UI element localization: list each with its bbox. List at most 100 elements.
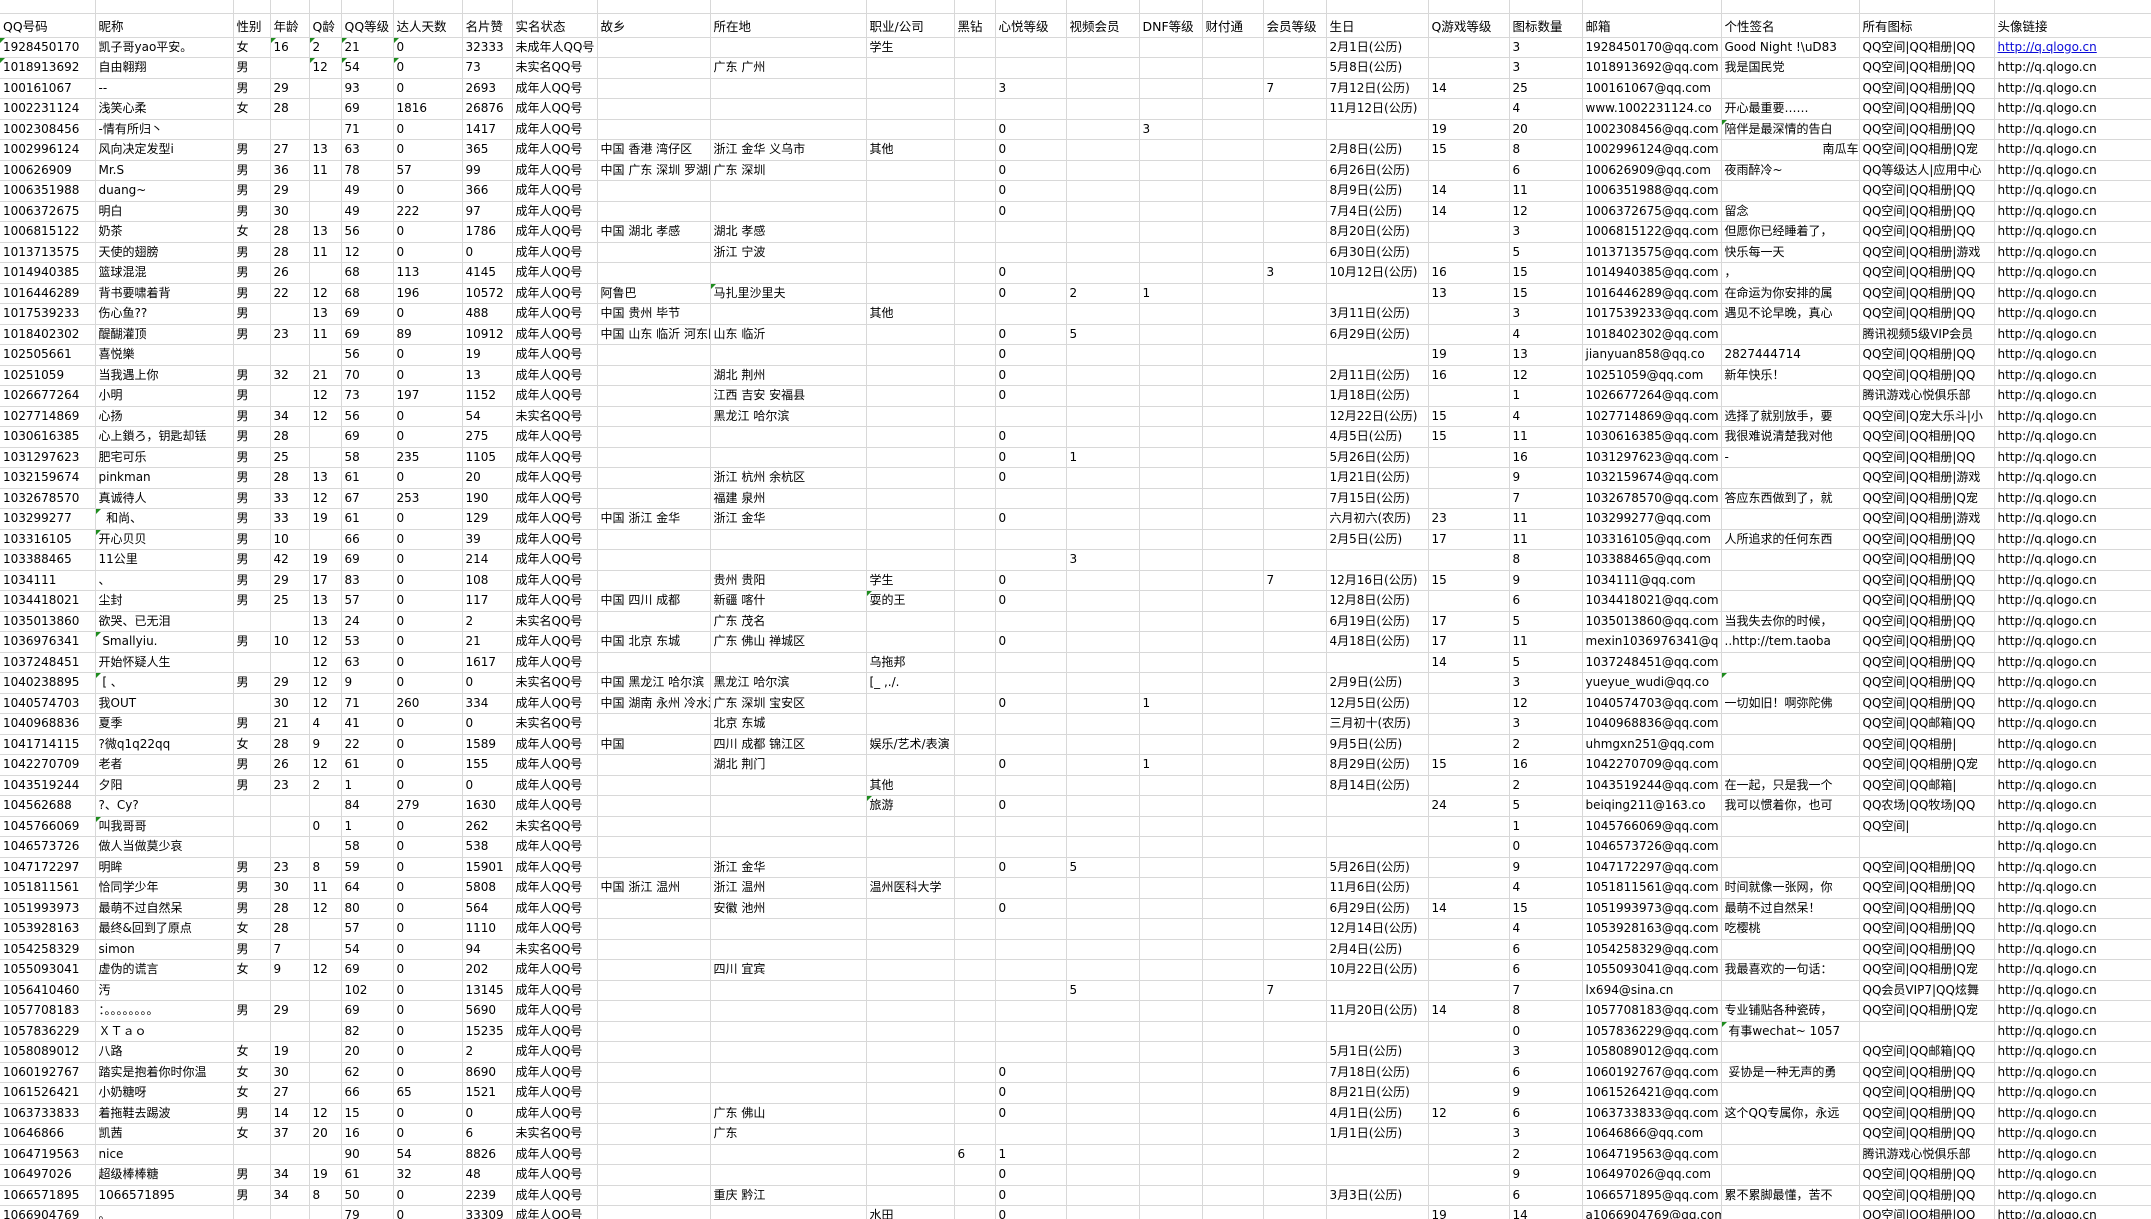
cell[interactable]: 成年人QQ号	[512, 1185, 598, 1206]
cell[interactable]	[1139, 344, 1203, 366]
cell[interactable]: 1017539233	[0, 303, 96, 325]
cell[interactable]	[597, 980, 711, 1001]
cell[interactable]	[866, 549, 955, 571]
cell[interactable]: 488	[462, 303, 513, 325]
cell[interactable]	[1326, 119, 1429, 140]
cell[interactable]: 成年人QQ号	[512, 836, 598, 858]
cell[interactable]	[1263, 324, 1327, 345]
cell[interactable]: 成年人QQ号	[512, 795, 598, 817]
cell[interactable]	[954, 734, 996, 755]
cell[interactable]: QQ空间|Q宠大乐斗|小	[1859, 406, 1995, 427]
cell[interactable]: 快乐每一天	[1721, 242, 1860, 263]
cell[interactable]	[1263, 1103, 1327, 1124]
empty-cell[interactable]	[866, 0, 955, 14]
cell[interactable]: 2月1日(公历)	[1326, 37, 1429, 58]
cell[interactable]	[1263, 672, 1327, 694]
cell[interactable]: 7	[1509, 488, 1583, 509]
cell[interactable]	[1263, 508, 1327, 530]
cell[interactable]: 老者	[95, 754, 234, 776]
cell[interactable]: 3	[1139, 119, 1203, 140]
cell[interactable]: 最萌不过自然呆！	[1721, 898, 1860, 919]
cell[interactable]: 27	[270, 139, 310, 161]
cell[interactable]	[1139, 1164, 1203, 1186]
cell[interactable]	[1202, 734, 1264, 755]
cell[interactable]: 2693	[462, 78, 513, 99]
cell[interactable]: 温州医科大学	[866, 877, 955, 899]
cell[interactable]	[1721, 857, 1860, 878]
cell[interactable]: 9	[1509, 857, 1583, 878]
cell[interactable]: 63	[341, 652, 394, 673]
cell[interactable]: 0	[393, 549, 463, 571]
cell[interactable]: http://q.qlogo.cn	[1994, 344, 2151, 366]
empty-cell[interactable]	[1994, 0, 2151, 14]
cell[interactable]	[270, 385, 310, 407]
cell[interactable]: 69	[341, 959, 394, 981]
cell[interactable]	[597, 78, 711, 99]
cell[interactable]: 37	[270, 1123, 310, 1145]
cell[interactable]: 浅笑心柔	[95, 98, 234, 120]
cell[interactable]: http://q.qlogo.cn	[1994, 1041, 2151, 1063]
cell[interactable]: http://q.qlogo.cn	[1994, 488, 2151, 509]
cell[interactable]	[866, 98, 955, 120]
cell[interactable]: 20	[462, 467, 513, 489]
cell[interactable]: http://q.qlogo.cn	[1994, 201, 2151, 222]
cell[interactable]: 吃樱桃	[1721, 918, 1860, 940]
cell[interactable]: 1014940385@qq.com	[1582, 262, 1722, 284]
cell[interactable]	[1066, 611, 1140, 632]
cell[interactable]: 1018913692	[0, 57, 96, 79]
cell[interactable]: 1006815122@qq.com	[1582, 221, 1722, 243]
cell[interactable]	[1721, 78, 1860, 99]
cell[interactable]: 1002231124	[0, 98, 96, 120]
cell[interactable]: 10912	[462, 324, 513, 345]
cell[interactable]: 25	[1509, 78, 1583, 99]
cell[interactable]: 15	[1428, 426, 1510, 448]
cell[interactable]: 0	[393, 1185, 463, 1206]
cell[interactable]: 浙江 金华 义乌市	[710, 139, 867, 161]
cell[interactable]: 湖北 荆州	[710, 365, 867, 386]
cell[interactable]: http://q.qlogo.cn	[1994, 1082, 2151, 1104]
cell[interactable]	[954, 672, 996, 694]
cell[interactable]: 0	[995, 508, 1067, 530]
cell[interactable]	[1428, 590, 1510, 612]
cell[interactable]: 成年人QQ号	[512, 385, 598, 407]
cell[interactable]: 男	[233, 303, 271, 325]
cell[interactable]: 8月29日(公历)	[1326, 754, 1429, 776]
cell[interactable]: 醍醐灌顶	[95, 324, 234, 345]
cell[interactable]: 0	[393, 467, 463, 489]
cell[interactable]	[1428, 693, 1510, 714]
cell[interactable]	[1721, 324, 1860, 345]
cell[interactable]: 男	[233, 283, 271, 304]
cell[interactable]	[866, 1103, 955, 1124]
cell[interactable]: 浙江 宁波	[710, 242, 867, 263]
cell[interactable]: 7	[1263, 570, 1327, 591]
cell[interactable]: 13	[309, 139, 342, 161]
cell[interactable]: 19	[309, 508, 342, 530]
cell[interactable]	[1263, 180, 1327, 202]
cell[interactable]: QQ空间|QQ相册|QQ	[1859, 549, 1995, 571]
cell[interactable]: http://q.qlogo.cn	[1994, 221, 2151, 243]
cell[interactable]: 279	[393, 795, 463, 817]
cell[interactable]: 在一起，只是我一个	[1721, 775, 1860, 796]
cell[interactable]	[1139, 549, 1203, 571]
cell[interactable]: 0	[393, 1123, 463, 1145]
cell[interactable]: 71	[341, 119, 394, 140]
cell[interactable]: 100161067@qq.com	[1582, 78, 1722, 99]
cell[interactable]: 99	[462, 160, 513, 181]
cell[interactable]	[1066, 918, 1140, 940]
cell[interactable]: http://q.qlogo.cn	[1994, 447, 2151, 468]
cell[interactable]: 7月15日(公历)	[1326, 488, 1429, 509]
cell[interactable]: 乌拖邦	[866, 652, 955, 673]
cell[interactable]	[995, 939, 1067, 960]
cell[interactable]: 1928450170@qq.com	[1582, 37, 1722, 58]
cell[interactable]	[309, 344, 342, 366]
cell[interactable]: 28	[270, 898, 310, 919]
cell[interactable]: 34	[270, 1185, 310, 1206]
cell[interactable]: 男	[233, 877, 271, 899]
cell[interactable]: 0	[995, 898, 1067, 919]
cell[interactable]	[1326, 1021, 1429, 1042]
cell[interactable]	[1066, 1103, 1140, 1124]
cell[interactable]: QQ空间|QQ邮箱|QQ	[1859, 713, 1995, 735]
empty-cell[interactable]	[341, 0, 394, 14]
cell[interactable]	[1139, 365, 1203, 386]
cell[interactable]	[954, 816, 996, 837]
